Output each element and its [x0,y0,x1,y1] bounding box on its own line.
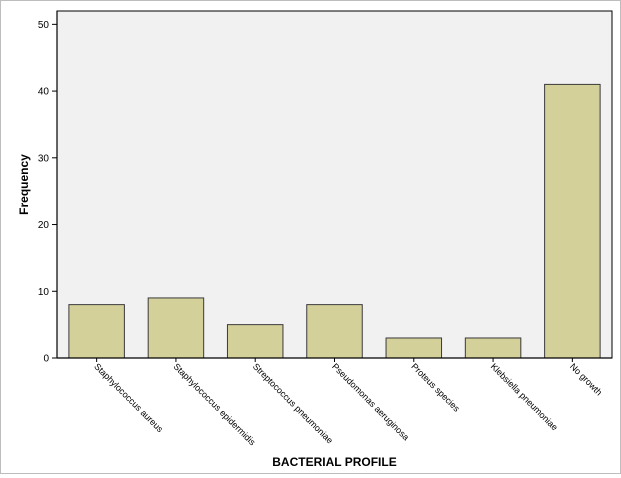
y-tick-label: 10 [38,287,50,298]
x-tick-label: Pseudomonas aeruginosa [330,361,411,442]
bar [385,337,443,359]
y-tick-label: 30 [38,153,50,164]
y-tick-label: 40 [38,87,50,98]
bar [544,83,601,359]
bar [464,337,522,359]
y-axis-title: Frequency [17,154,31,215]
bar [68,304,125,359]
x-tick-label: Staphylococcus epidermidis [172,361,258,447]
bar [306,304,363,359]
x-axis: Staphylococcus aureus Staphylococcus epid… [57,357,612,448]
bar [147,297,205,359]
x-tick-label: Staphylococcus aureus [92,361,165,434]
y-tick-label: 50 [38,20,50,31]
y-tick-label: 0 [43,354,49,365]
bar [226,324,284,359]
x-tick-label: Streptococcus pneumoniae [251,361,335,445]
y-axis: 0 10 20 30 40 50 [38,11,58,365]
y-tick-label: 20 [38,220,50,231]
x-tick-label: Klebsiella pneumoniae [489,361,560,432]
x-axis-title: BACTERIAL PROFILE [272,455,396,469]
x-tick-label: No growth [568,361,604,397]
x-tick-label: Proteus species [409,361,462,414]
